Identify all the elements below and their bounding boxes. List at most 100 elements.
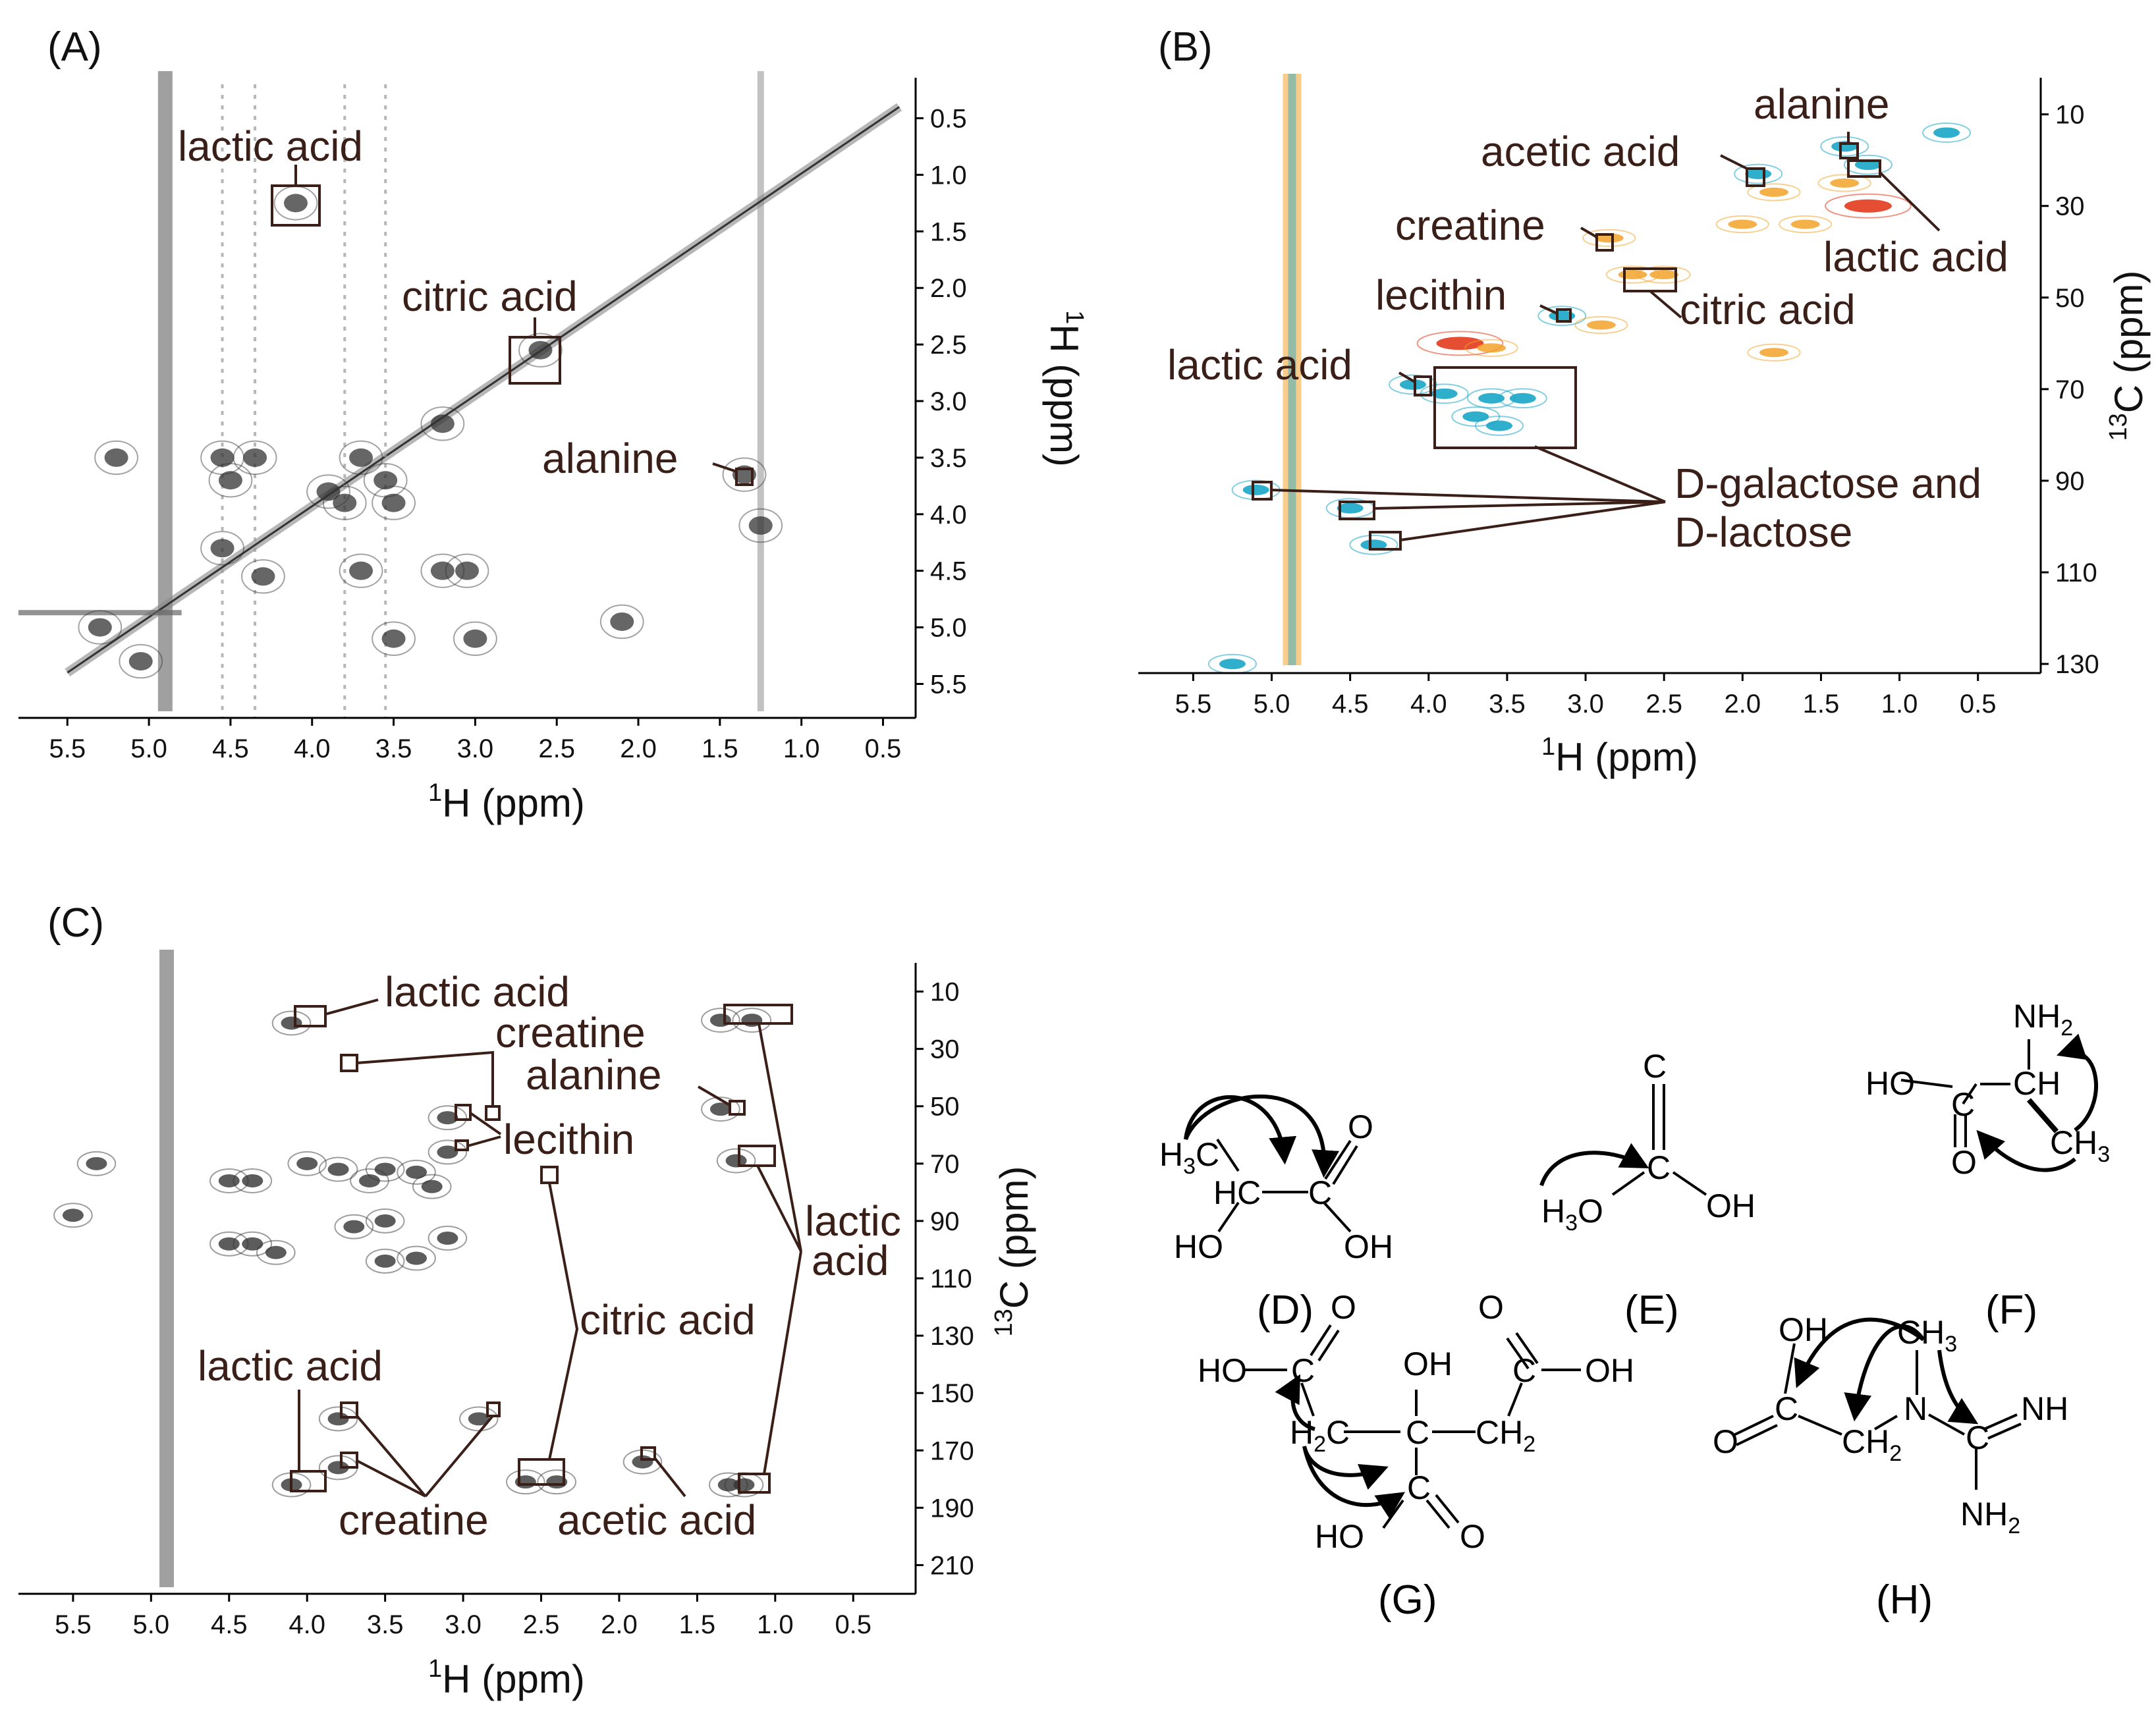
ridge-c-0 (159, 950, 175, 1587)
y-tick-label-a-5: 3.0 (930, 387, 967, 416)
h-c: C (1775, 1390, 1798, 1427)
peak-b-6 (1747, 183, 1801, 202)
f-ch3: CH3 (2050, 1124, 2110, 1167)
peak-b-24 (1207, 653, 1257, 674)
x-tick-label-a-10: 0.5 (865, 734, 902, 763)
peak-c-15 (76, 1151, 117, 1176)
panel-a-x-ticks: 5.5 5.0 4.5 4.0 3.5 3.0 2.5 2.0 1.5 1.0 0.5 (49, 718, 901, 763)
panel-a-x-label: 1H (ppm) (428, 779, 585, 825)
box-c-citric-1 (540, 1166, 559, 1184)
h-ch2-ch: CH (1842, 1423, 1889, 1460)
x-tick-label-b-2: 4.5 (1332, 690, 1369, 719)
leader-c-alanine (697, 1085, 731, 1106)
box-b-creatine (1595, 233, 1614, 252)
peak-a-18 (208, 463, 253, 498)
peak-a-11 (372, 485, 416, 520)
peak-c-22 (365, 1248, 405, 1274)
bond-h-2b (1736, 1424, 1778, 1446)
box-c-lactic-2 (723, 1004, 793, 1025)
e-h3c-sub: 3 (1565, 1210, 1578, 1236)
box-c-acetic (640, 1446, 656, 1461)
f-nh2: NH2 (2013, 998, 2073, 1041)
d-oh: OH (1344, 1228, 1393, 1265)
h-nh2: NH2 (1960, 1496, 2020, 1538)
x-tick-label-a-6: 2.5 (538, 734, 575, 763)
peak-a-3 (339, 440, 383, 476)
peak-c-21 (397, 1245, 436, 1271)
y-tick-label-b-2: 50 (2055, 284, 2085, 313)
bond-h-6 (1928, 1413, 1965, 1436)
d-hc: HC (1213, 1174, 1261, 1211)
y-tick-label-c-8: 170 (930, 1436, 974, 1465)
label-c-alanine: alanine (526, 1051, 661, 1099)
peak-a-21 (599, 604, 644, 639)
panel-a-plot (18, 71, 902, 718)
x-tick-label-c-1: 5.0 (133, 1610, 170, 1639)
y-tick-label-a-10: 5.5 (930, 670, 967, 699)
panel-c-plot (53, 950, 772, 1587)
e-h3c: H3O (1541, 1193, 1603, 1236)
x-tick-label-b-10: 0.5 (1960, 690, 1997, 719)
label-b-galactose: D-galactose and (1674, 460, 1981, 507)
label-b-lactic-1: lactic acid (1823, 233, 2008, 281)
h-ch3-ch: CH (1897, 1314, 1945, 1351)
peak-a-4 (363, 463, 408, 498)
panel-a-letter: (A) (47, 24, 102, 70)
peak-c-27 (506, 1469, 545, 1495)
arrow-f-2 (1976, 1129, 2076, 1172)
peak-c-20 (256, 1239, 296, 1265)
y-tick-label-a-6: 3.5 (930, 444, 967, 473)
panel-b-x-label: 1H (ppm) (1541, 733, 1698, 779)
panel-b-y-label: 13C (ppm) (2105, 271, 2151, 441)
bond-h-1 (1784, 1343, 1796, 1394)
label-b-lactose: D-lactose (1674, 508, 1852, 556)
y-tick-label-c-5: 110 (930, 1264, 972, 1293)
box-c-lactic-5 (290, 1470, 327, 1492)
y-tick-label-c-9: 190 (930, 1494, 974, 1523)
x-tick-label-c-8: 1.5 (679, 1610, 716, 1639)
panel-c-y-ticks: 10 30 50 70 90 110 130 150 170 190 210 (916, 978, 974, 1580)
y-tick-label-b-4: 90 (2055, 467, 2085, 496)
bond-f-3 (1900, 1079, 1953, 1088)
y-tick-label-b-1: 30 (2055, 192, 2085, 221)
peak-b-16 (1420, 383, 1469, 404)
peak-c-2 (732, 1008, 772, 1033)
label-c-lactic-2-line2: acid (812, 1237, 889, 1284)
d-h3c: H3C (1159, 1136, 1219, 1179)
peak-a-22 (372, 621, 416, 656)
panel-c-x-label: 1H (ppm) (428, 1655, 585, 1701)
leader-b-citric (1649, 290, 1682, 319)
panel-a-y-label: 1H (ppm) (1042, 310, 1088, 467)
x-tick-label-c-10: 0.5 (835, 1610, 871, 1639)
y-tick-label-c-0: 10 (930, 978, 960, 1007)
x-tick-label-c-5: 3.0 (445, 1610, 482, 1639)
y-tick-label-b-0: 10 (2055, 101, 2085, 130)
panel-c-x-label-text: H (ppm) (442, 1657, 585, 1701)
d-ho: HO (1174, 1228, 1223, 1265)
bond-d-4 (1323, 1201, 1352, 1233)
e-c: C (1647, 1149, 1671, 1186)
bond-g-3 (1300, 1382, 1315, 1417)
box-b-lactic-1 (1847, 159, 1881, 178)
peak-c-23 (428, 1226, 468, 1251)
ridge-b-0 (1283, 74, 1302, 665)
x-tick-label-a-3: 4.0 (294, 734, 331, 763)
x-tick-label-c-9: 1.0 (757, 1610, 794, 1639)
arrow-h-1 (1794, 1317, 1925, 1388)
label-a-citric: citric acid (402, 273, 578, 320)
bond-h-7b (1987, 1423, 2022, 1440)
bond-g-12 (1425, 1499, 1451, 1529)
leader-b-lactic-1 (1879, 171, 1941, 232)
peak-a-0 (273, 186, 318, 221)
x-tick-label-a-8: 1.5 (702, 734, 738, 763)
y-tick-label-a-2: 1.5 (930, 217, 967, 246)
peak-c-14 (209, 1168, 249, 1193)
ridge-a-1 (757, 71, 764, 711)
leader-b-creatine (1580, 227, 1598, 238)
panel-a: (A) 5.5 5.0 4.5 4.0 3.5 3.0 2.5 2.0 1.5 1.0 0.5 0.… (18, 24, 1088, 825)
f-o: O (1951, 1144, 1977, 1181)
panel-c-letter: (C) (47, 900, 104, 946)
box-b-acetic (1746, 167, 1765, 187)
peak-a-8 (241, 559, 285, 594)
